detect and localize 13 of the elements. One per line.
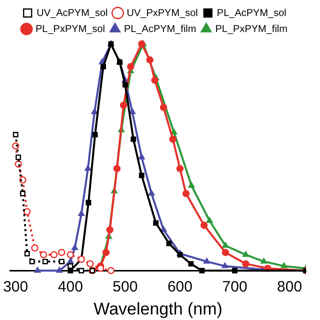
legend-label: PL_PxPYM_sol — [36, 24, 105, 35]
legend-label: PL_AcPYM_sol — [216, 8, 286, 19]
legend-label: UV_PxPYM_sol — [126, 8, 198, 19]
x-tick-label: 800 — [277, 278, 302, 296]
x-axis-title: Wavelength (nm) — [94, 299, 222, 318]
x-tick-label: 300 — [3, 278, 28, 296]
legend-label: UV_AcPYM_sol — [36, 8, 108, 19]
legend-label: PL_AcPYM_film — [124, 24, 196, 35]
x-tick-label: 400 — [58, 278, 83, 296]
x-tick-label: 600 — [167, 278, 192, 296]
x-tick-label: 700 — [222, 278, 248, 296]
x-tick-label: 500 — [112, 278, 138, 296]
legend-label: PL_PxPYM_film — [215, 24, 288, 35]
